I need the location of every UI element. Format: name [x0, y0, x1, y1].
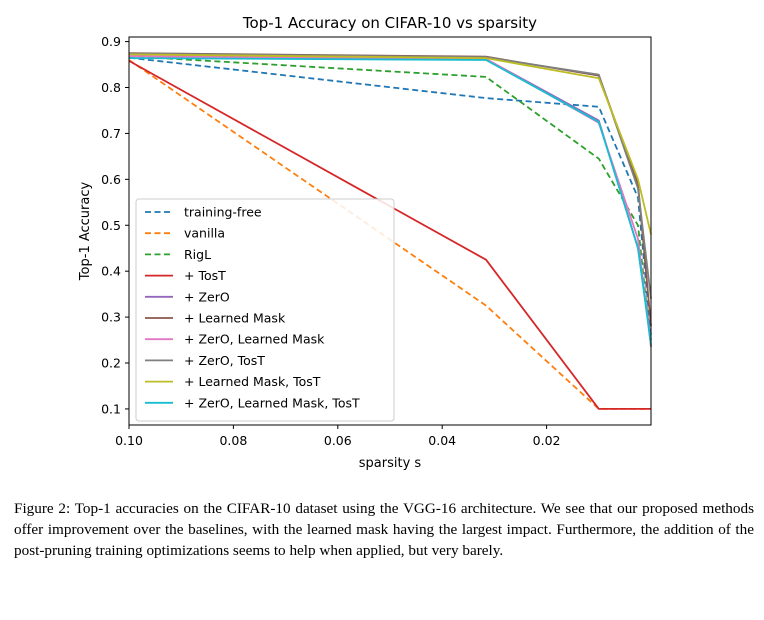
- figure-caption: Figure 2: Top-1 accuracies on the CIFAR-…: [14, 500, 754, 559]
- legend-box: [135, 198, 395, 422]
- legend-entry: + ZerO: [184, 289, 230, 304]
- y-tick-label: 0.7: [101, 126, 121, 141]
- legend-entry: RigL: [184, 247, 211, 262]
- legend-entry: + Learned Mask, TosT: [184, 374, 321, 389]
- legend: training-free vanilla RigL + TosT + ZerO + Le…: [135, 198, 395, 422]
- y-tick-label: 0.6: [101, 172, 121, 187]
- series-line-9: [128, 53, 652, 235]
- legend-entry: vanilla: [184, 226, 225, 241]
- legend-entry: + ZerO, Learned Mask: [184, 332, 325, 347]
- chart-title: Top-1 Accuracy on CIFAR-10 vs sparsity: [242, 14, 537, 32]
- legend-entry: + Learned Mask: [184, 311, 286, 326]
- x-tick-label: 0.02: [533, 433, 561, 448]
- y-tick-label: 0.5: [101, 218, 121, 233]
- x-axis-label: sparsity s: [359, 456, 422, 471]
- legend-entry: + TosT: [184, 268, 226, 283]
- legend-entry: + ZerO, TosT: [184, 353, 265, 368]
- series-line-3: [128, 55, 652, 347]
- y-tick-label: 0.2: [101, 356, 121, 371]
- line-chart: Top-1 Accuracy on CIFAR-10 vs sparsity 0…: [78, 14, 652, 471]
- x-tick-label: 0.10: [115, 433, 143, 448]
- y-tick-label: 0.1: [101, 401, 121, 416]
- x-axis-ticks: 0.10 0.08 0.06 0.04 0.02: [115, 425, 561, 448]
- y-axis-label: Top-1 Accuracy: [78, 182, 93, 282]
- legend-entry: + ZerO, Learned Mask, TosT: [184, 395, 360, 410]
- legend-entry: training-free: [184, 205, 262, 220]
- series-line-4: [128, 60, 651, 410]
- x-tick-label: 0.06: [324, 433, 352, 448]
- y-tick-label: 0.4: [101, 264, 121, 279]
- plot-frame: [128, 36, 652, 426]
- y-tick-label: 0.3: [101, 310, 121, 325]
- y-tick-label: 0.9: [101, 34, 121, 49]
- x-tick-label: 0.08: [219, 433, 247, 448]
- chart-figure: Top-1 Accuracy on CIFAR-10 vs sparsity 0…: [78, 14, 652, 471]
- y-tick-label: 0.8: [101, 80, 121, 95]
- series-line-10: [128, 57, 652, 345]
- y-axis-ticks: 0.1 0.2 0.3 0.4 0.5 0.6 0.7 0.8 0.9: [101, 34, 129, 416]
- series-line-1: [128, 56, 652, 336]
- x-tick-label: 0.04: [428, 433, 456, 448]
